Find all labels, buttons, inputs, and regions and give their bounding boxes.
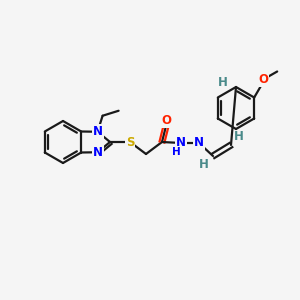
Text: N: N — [194, 136, 204, 149]
Text: H: H — [199, 158, 209, 170]
Text: H: H — [234, 130, 244, 143]
Text: O: O — [258, 73, 268, 86]
Text: S: S — [126, 136, 134, 148]
Text: N: N — [93, 146, 103, 159]
Text: H: H — [218, 76, 228, 89]
Text: N: N — [176, 136, 186, 149]
Text: N: N — [93, 125, 103, 138]
Text: O: O — [161, 115, 171, 128]
Text: H: H — [172, 147, 180, 157]
